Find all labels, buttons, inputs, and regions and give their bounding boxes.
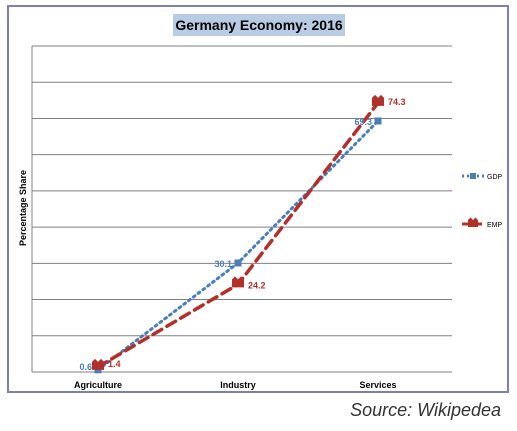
data-label-gdp: 69.3 (354, 117, 372, 127)
data-label-gdp: 30.1 (214, 259, 232, 269)
grid-lines (32, 45, 452, 337)
x-tick-label: Industry (220, 380, 256, 390)
data-point-emp (232, 276, 244, 288)
x-tick-label: Services (359, 380, 396, 390)
x-tick-labels: Agriculture Industry Services (74, 380, 397, 390)
y-axis-label: Percentage Share (18, 170, 28, 246)
x-tick-label: Agriculture (74, 380, 122, 390)
data-labels: 0.6 30.1 69.3 1.4 24.2 74.3 (79, 97, 405, 372)
chart-frame (7, 5, 509, 393)
legend-marker-gdp (470, 173, 476, 179)
legend: GDP EMP (462, 173, 503, 229)
legend-marker-emp (468, 217, 478, 227)
source-note: Source: Wikipedea (350, 400, 501, 420)
data-point-emp (372, 94, 384, 106)
legend-label-gdp: GDP (487, 174, 503, 181)
axes (31, 46, 452, 373)
series-line-emp (96, 101, 380, 369)
data-point-gdp (374, 117, 382, 125)
chart-title-background (173, 14, 345, 36)
data-label-gdp: 0.6 (79, 362, 92, 372)
data-point-gdp (234, 259, 242, 267)
data-point-emp (92, 358, 104, 370)
series (92, 94, 384, 374)
legend-label-emp: EMP (487, 222, 503, 229)
data-label-emp: 1.4 (108, 359, 121, 369)
data-label-emp: 24.2 (248, 280, 266, 290)
chart-title: Germany Economy: 2016 (175, 17, 343, 33)
data-label-emp: 74.3 (388, 97, 406, 107)
